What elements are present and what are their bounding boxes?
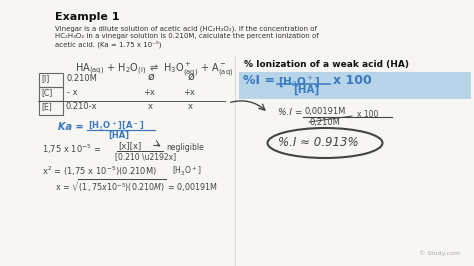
FancyBboxPatch shape bbox=[239, 72, 471, 99]
Text: 1,75 x 10$^{-5}$ =: 1,75 x 10$^{-5}$ = bbox=[42, 143, 101, 156]
Text: %.I ≈ 0.913%: %.I ≈ 0.913% bbox=[278, 136, 359, 149]
Text: x = $\sqrt{(1,75 x 10^{-5})(0.210M)}$ = 0,00191M: x = $\sqrt{(1,75 x 10^{-5})(0.210M)}$ = … bbox=[55, 178, 218, 195]
Text: [C]: [C] bbox=[41, 88, 52, 97]
Text: 0,00191M: 0,00191M bbox=[305, 107, 346, 116]
Text: Vinegar is a dilute solution of acetic acid (HC₂H₃O₂). If the concentration of: Vinegar is a dilute solution of acetic a… bbox=[55, 25, 317, 31]
Text: x: x bbox=[188, 102, 193, 111]
Text: x 100: x 100 bbox=[333, 74, 372, 87]
Text: Ka =: Ka = bbox=[58, 122, 83, 132]
Text: - x: - x bbox=[67, 88, 78, 97]
Text: [HA]: [HA] bbox=[293, 85, 319, 95]
Text: % Ionization of a weak acid (HA): % Ionization of a weak acid (HA) bbox=[244, 60, 409, 69]
Text: [E]: [E] bbox=[41, 102, 52, 111]
Text: +x: +x bbox=[183, 88, 195, 97]
Text: 0,210M: 0,210M bbox=[310, 118, 341, 127]
Text: 0.210-x: 0.210-x bbox=[66, 102, 98, 111]
Text: [0.210 \u2192x]: [0.210 \u2192x] bbox=[115, 152, 176, 161]
Text: acetic acid. (Ka = 1.75 x 10⁻⁵): acetic acid. (Ka = 1.75 x 10⁻⁵) bbox=[55, 41, 162, 48]
Text: %I =: %I = bbox=[243, 74, 275, 87]
Text: HC₂H₃O₂ in a vinegar solution is 0.210M, calculate the percent ionization of: HC₂H₃O₂ in a vinegar solution is 0.210M,… bbox=[55, 33, 319, 39]
Text: %.I =: %.I = bbox=[278, 108, 302, 117]
Text: +x: +x bbox=[143, 88, 155, 97]
Text: ø: ø bbox=[188, 72, 195, 82]
Text: [x][x]: [x][x] bbox=[118, 141, 141, 150]
Text: HA$_\mathregular{(aq)}$ + H$_\mathregular{2}$O$_\mathregular{(l)}$ $\rightleftha: HA$_\mathregular{(aq)}$ + H$_\mathregula… bbox=[75, 60, 234, 78]
Text: negligible: negligible bbox=[166, 143, 204, 152]
Text: © Study.com: © Study.com bbox=[419, 250, 460, 256]
Text: [HA]: [HA] bbox=[108, 131, 129, 140]
Text: x: x bbox=[148, 102, 153, 111]
Text: x 100: x 100 bbox=[357, 110, 378, 119]
Text: [I]: [I] bbox=[41, 74, 49, 83]
Text: [H$_3$O$^+$]: [H$_3$O$^+$] bbox=[278, 74, 320, 89]
Text: x$^2$ = (1,75 x 10$^{-5}$)(0.210M): x$^2$ = (1,75 x 10$^{-5}$)(0.210M) bbox=[42, 165, 157, 178]
Text: [H$_3$O$^+$][A$^-$]: [H$_3$O$^+$][A$^-$] bbox=[88, 119, 145, 132]
Text: 0.210M: 0.210M bbox=[67, 74, 98, 83]
Text: ø: ø bbox=[148, 72, 155, 82]
Text: [H$_3$O$^+$]: [H$_3$O$^+$] bbox=[172, 165, 201, 178]
Text: Example 1: Example 1 bbox=[55, 12, 119, 22]
